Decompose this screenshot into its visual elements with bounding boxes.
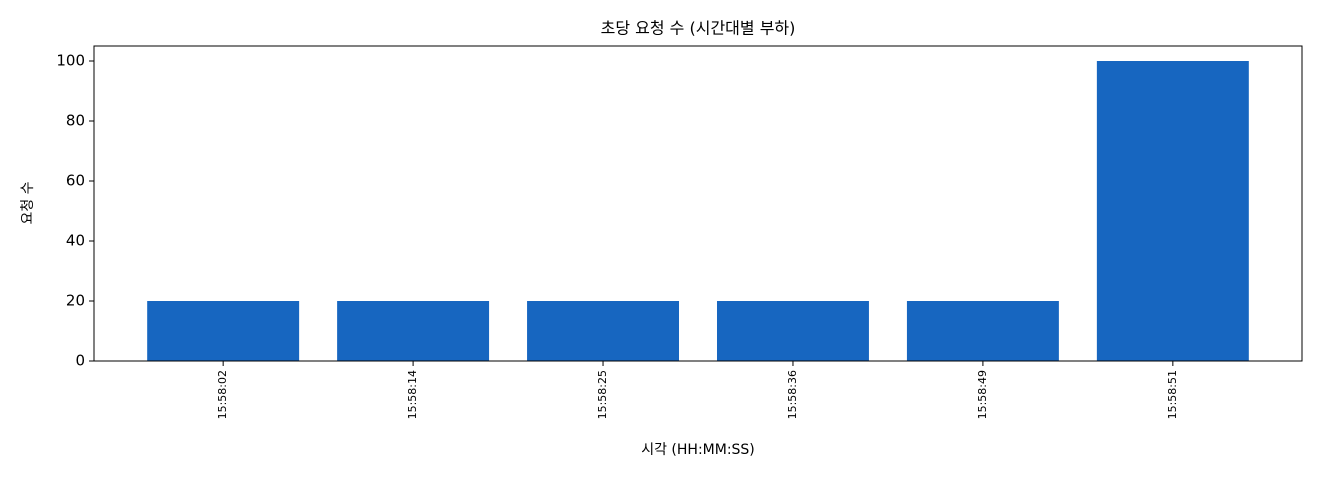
bar xyxy=(147,301,300,361)
chart-title: 초당 요청 수 (시간대별 부하) xyxy=(601,19,796,38)
y-tick-label: 40 xyxy=(66,232,85,250)
y-tick-label: 100 xyxy=(56,52,85,70)
x-axis-label: 시각 (HH:MM:SS) xyxy=(641,442,755,458)
x-tick-label: 15:58:14 xyxy=(406,370,419,419)
y-axis-label: 요청 수 xyxy=(20,181,36,224)
bar xyxy=(1096,61,1249,361)
y-tick-label: 80 xyxy=(66,112,85,130)
x-tick-label: 15:58:51 xyxy=(1166,370,1179,419)
x-tick-label: 15:58:02 xyxy=(216,370,229,419)
x-tick-label: 15:58:25 xyxy=(596,370,609,419)
y-tick-label: 20 xyxy=(66,292,85,310)
bar xyxy=(527,301,680,361)
bar xyxy=(716,301,869,361)
x-tick-label: 15:58:49 xyxy=(976,370,989,419)
x-tick-label: 15:58:36 xyxy=(786,370,799,419)
bar xyxy=(337,301,490,361)
bar xyxy=(906,301,1059,361)
y-tick-label: 60 xyxy=(66,172,85,190)
y-tick-label: 0 xyxy=(75,352,85,370)
plot-frame xyxy=(93,45,1303,362)
